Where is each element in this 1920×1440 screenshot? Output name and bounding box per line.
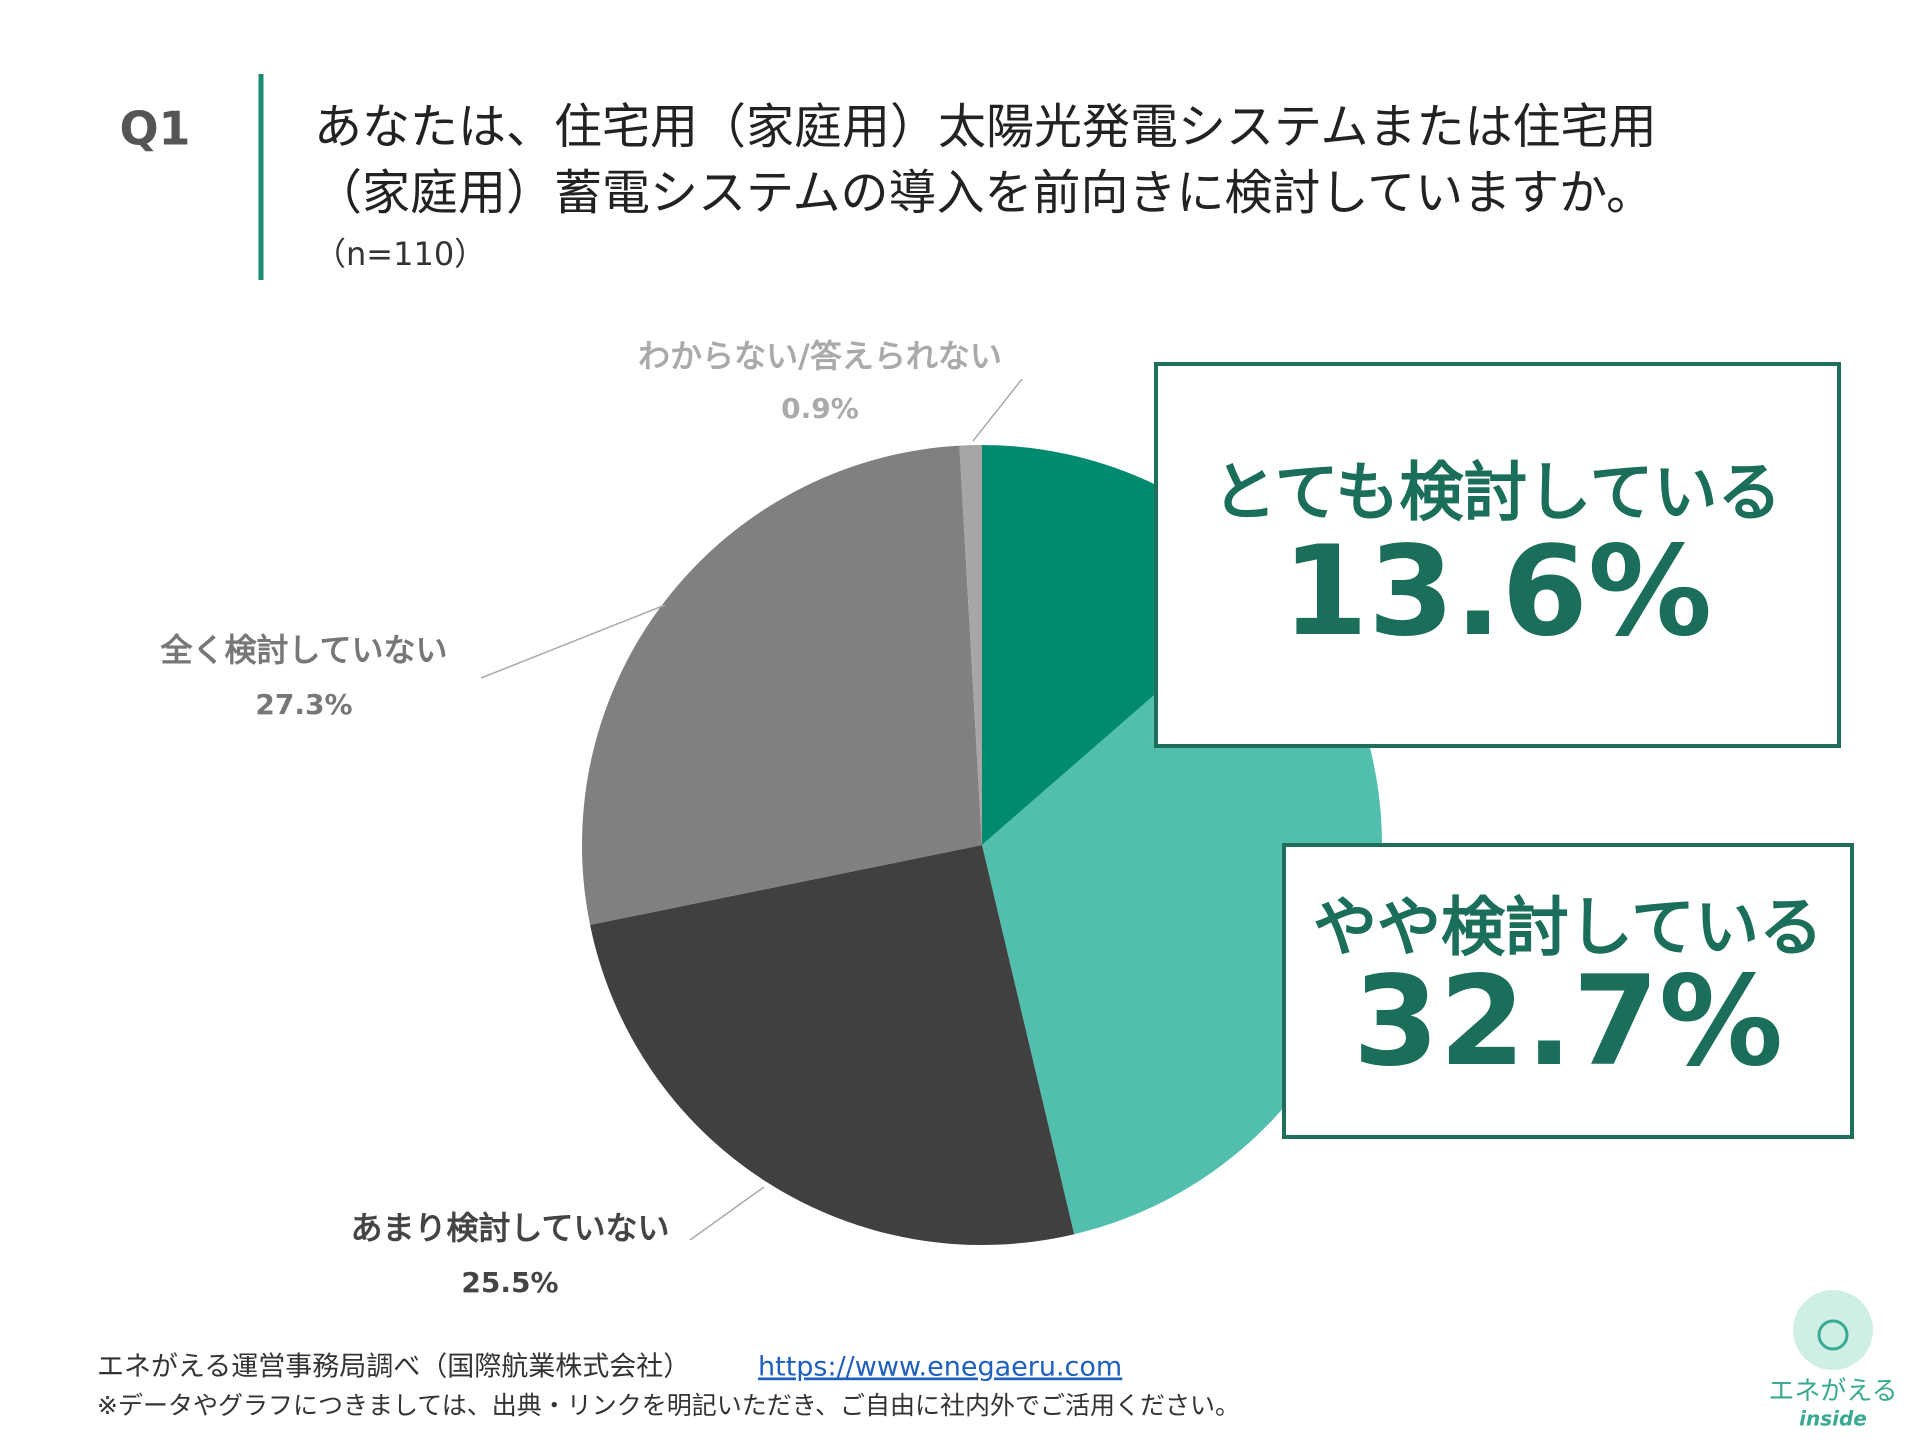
question-number: Q1 — [119, 102, 190, 156]
value-label: 13.6% — [1282, 520, 1712, 664]
callout-box — [1282, 843, 1854, 1139]
usage-note: ※データやグラフにつきましては、出典・リンクを明記いただき、ご自由に社内外でご活… — [97, 1391, 1240, 1420]
pie — [582, 445, 1382, 1245]
pie-slice — [590, 845, 1075, 1245]
logo-sub: inside — [1799, 1407, 1867, 1431]
leader-line — [972, 378, 1023, 442]
source-link[interactable]: https://www.enegaeru.com — [758, 1352, 1122, 1383]
logo-name: エネがえる — [1768, 1377, 1897, 1407]
pie-slice — [959, 445, 982, 845]
value-label: 27.3% — [255, 688, 352, 721]
source-note: エネがえる運営事務局調べ（国際航業株式会社） — [97, 1352, 690, 1383]
category-label: とても検討している — [1213, 457, 1782, 531]
category-label: やや検討している — [1313, 892, 1823, 966]
category-label: わからない/答えられない — [638, 337, 1002, 375]
leader-line — [480, 604, 666, 679]
value-label: 0.9% — [781, 392, 859, 425]
leader-line — [689, 1186, 765, 1241]
callout-box — [1154, 362, 1841, 748]
category-label: あまり検討していない — [350, 1209, 669, 1247]
logo-icon — [1793, 1290, 1873, 1370]
value-label: 32.7% — [1353, 950, 1783, 1094]
logo-bulb — [1817, 1319, 1849, 1351]
source-url[interactable]: https://www.enegaeru.com — [758, 1352, 1122, 1383]
chart-subtitle: （n=110） — [314, 235, 486, 273]
pie-slice — [582, 445, 982, 925]
leader-lines — [480, 378, 1023, 1241]
value-label: 25.5% — [461, 1266, 558, 1299]
chart-title: あなたは、住宅用（家庭用）太陽光発電システムまたは住宅用 — [314, 99, 1657, 155]
category-label: 全く検討していない — [159, 631, 447, 669]
chart-title: （家庭用）蓄電システムの導入を前向きに検討していますか。 — [314, 165, 1654, 221]
